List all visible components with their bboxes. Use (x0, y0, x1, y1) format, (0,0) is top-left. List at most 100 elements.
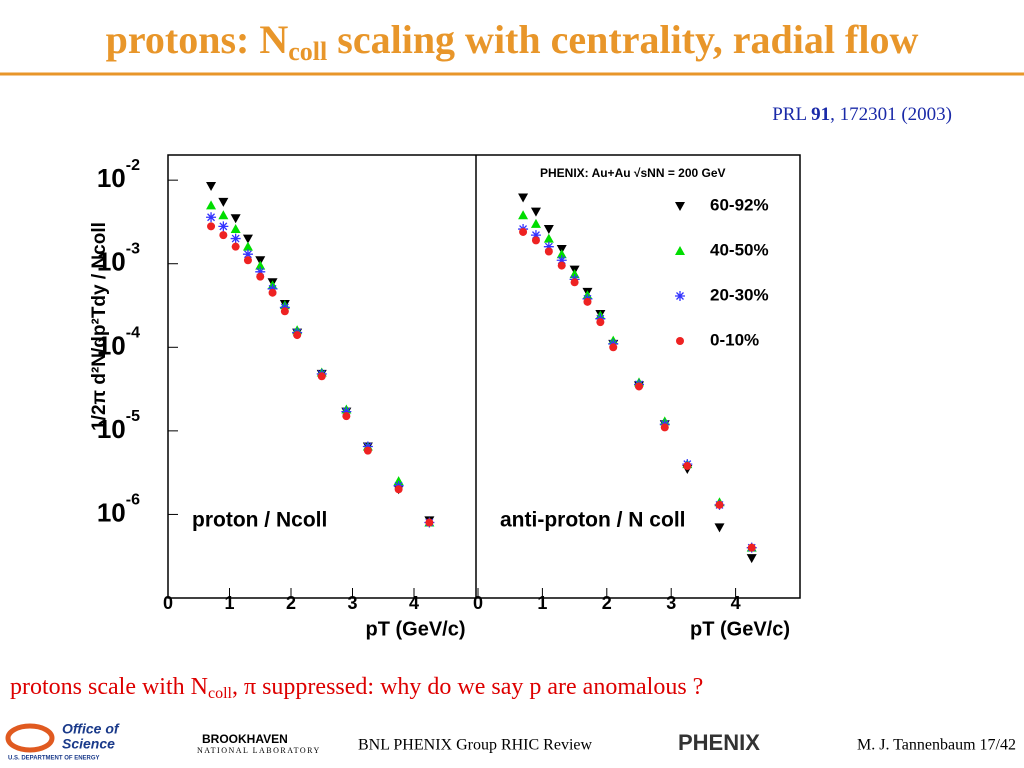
panel-label: anti-proton / N coll (500, 509, 685, 532)
doe-text: Office of (62, 721, 120, 737)
x-tick-label: 2 (602, 593, 612, 613)
x-tick-label: 4 (409, 593, 419, 613)
marker (543, 225, 554, 235)
marker (544, 247, 553, 256)
marker (206, 212, 217, 223)
y-tick-label: 10-6 (97, 492, 140, 528)
title-text: scaling with centrality, radial flow (327, 17, 918, 62)
slide-title: protons: Ncoll scaling with centrality, … (106, 17, 919, 66)
legend-title: PHENIX: Au+Au √sNN = 200 GeV (540, 166, 726, 180)
y-tick-base: 10 (97, 330, 126, 360)
marker (243, 256, 252, 265)
plot-frame (167, 154, 801, 599)
marker (268, 288, 277, 297)
marker (280, 307, 289, 316)
title-text: protons: N (106, 17, 289, 62)
comment-text: protons scale with N (10, 674, 208, 700)
marker (242, 249, 253, 260)
citation-text: PRL (772, 104, 811, 125)
marker (256, 272, 265, 281)
footer-text: M. J. Tannenbaum 17/42 (857, 737, 1016, 754)
legend-label: 60-92% (710, 195, 769, 214)
marker (518, 210, 529, 220)
comment-subscript: coll (208, 685, 233, 702)
y-tick-label: 10-5 (97, 408, 140, 444)
y-tick-base: 10 (97, 497, 126, 527)
bnl-text: NATIONAL LABORATORY (197, 746, 321, 755)
footer-text: BNL PHENIX Group RHIC Review (358, 737, 593, 754)
marker (530, 207, 541, 217)
y-tick-label: 10-4 (97, 325, 140, 361)
marker (218, 221, 229, 232)
x-tick-label: 2 (286, 593, 296, 613)
marker (747, 543, 756, 552)
legend-marker (675, 246, 685, 255)
y-tick-label: 10-2 (97, 157, 140, 193)
marker (218, 210, 229, 220)
marker (231, 242, 240, 251)
marker (746, 554, 757, 564)
marker (255, 260, 266, 270)
y-tick-exponent: -4 (126, 325, 140, 342)
marker (425, 518, 434, 527)
x-axis-label: pT (GeV/c) (365, 618, 465, 640)
marker (218, 197, 229, 207)
x-axis-label: pT (GeV/c) (690, 618, 790, 640)
marker (230, 224, 241, 234)
marker (341, 406, 352, 417)
x-tick-label: 0 (163, 593, 173, 613)
marker (206, 182, 217, 192)
y-tick-base: 10 (97, 414, 126, 444)
marker (317, 372, 326, 381)
marker (293, 331, 302, 340)
y-tick-base: 10 (97, 247, 126, 277)
marker (394, 485, 403, 494)
marker (543, 233, 554, 243)
marker (583, 297, 592, 306)
legend-marker (675, 291, 685, 301)
marker (557, 261, 566, 270)
y-tick-label: 10-3 (97, 241, 140, 277)
marker (556, 255, 567, 266)
marker (342, 412, 351, 421)
doe-text: Science (62, 736, 115, 752)
y-tick-exponent: -5 (126, 408, 140, 425)
citation-volume: 91 (811, 104, 830, 125)
marker (570, 278, 579, 287)
marker (569, 269, 580, 279)
marker (530, 230, 541, 241)
x-tick-label: 1 (537, 593, 547, 613)
marker (660, 423, 669, 432)
panel-label: proton / Ncoll (192, 509, 327, 532)
marker (715, 500, 724, 509)
marker (230, 233, 241, 244)
citation: PRL 91, 172301 (2003) (772, 104, 952, 125)
legend-marker (676, 337, 684, 345)
doe-logo (5, 723, 55, 753)
bnl-text: BROOKHAVEN (202, 732, 288, 746)
marker (255, 266, 266, 277)
marker (362, 441, 373, 452)
comment: protons scale with Ncoll, π suppressed: … (10, 674, 703, 702)
legend-label: 0-10% (710, 330, 759, 349)
marker (242, 241, 253, 251)
y-tick-exponent: -2 (126, 157, 140, 174)
y-axis-label: 1/2π d²N/dp²Tdy / Ncoll (89, 222, 110, 431)
marker (635, 382, 643, 391)
x-tick-label: 3 (666, 593, 676, 613)
marker (519, 227, 528, 236)
marker (683, 461, 692, 470)
legend-label: 20-30% (710, 285, 769, 304)
phenix-logo: PHENIX (678, 730, 760, 755)
marker (714, 523, 725, 533)
citation-text: , 172301 (2003) (830, 104, 952, 125)
marker (206, 200, 217, 210)
x-tick-label: 4 (731, 593, 741, 613)
marker (609, 343, 618, 352)
doe-text: U.S. DEPARTMENT OF ENERGY (8, 756, 100, 762)
title-subscript: coll (288, 37, 327, 66)
marker (230, 214, 241, 224)
x-tick-label: 3 (347, 593, 357, 613)
y-tick-exponent: -6 (126, 492, 140, 509)
